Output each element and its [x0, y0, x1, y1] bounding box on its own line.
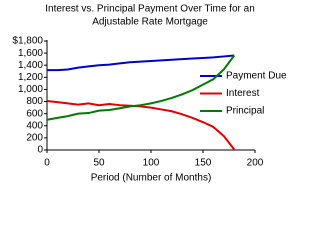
legend-label: Principal	[226, 106, 264, 117]
series-line	[47, 54, 235, 72]
y-tick-label: $1,800	[12, 36, 43, 47]
y-tick-label: 800	[26, 96, 43, 107]
y-tick-label: 0	[37, 145, 43, 156]
legend-label: Interest	[226, 88, 260, 99]
chart-title: Interest vs. Principal Payment Over Time…	[45, 4, 255, 15]
y-tick-label: 600	[26, 108, 43, 119]
series-line	[46, 99, 235, 151]
y-tick-label: 1,600	[18, 48, 43, 59]
chart: Interest vs. Principal Payment Over Time…	[12, 4, 287, 184]
x-tick-label: 50	[93, 158, 105, 169]
y-tick-label: 200	[26, 133, 43, 144]
series-line	[46, 54, 236, 121]
y-tick-label: 1,400	[18, 60, 43, 71]
y-tick-label: 1,000	[18, 84, 43, 95]
x-axis-label: Period (Number of Months)	[91, 173, 212, 184]
x-tick-label: 0	[44, 158, 50, 169]
y-tick-label: 1,200	[18, 72, 43, 83]
y-tick-label: 400	[26, 120, 43, 131]
legend-label: Payment Due	[226, 71, 287, 82]
chart-subtitle: Adjustable Rate Mortgage	[92, 17, 208, 28]
x-tick-label: 200	[247, 158, 264, 169]
x-tick-label: 100	[143, 158, 160, 169]
x-tick-label: 150	[195, 158, 212, 169]
